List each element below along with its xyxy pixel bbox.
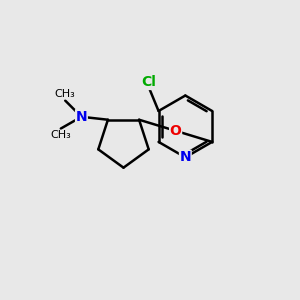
Text: Cl: Cl — [141, 75, 156, 89]
Text: CH₃: CH₃ — [55, 89, 76, 99]
Text: O: O — [170, 124, 182, 138]
Text: CH₃: CH₃ — [50, 130, 71, 140]
Text: N: N — [179, 150, 191, 164]
Text: N: N — [76, 110, 87, 124]
